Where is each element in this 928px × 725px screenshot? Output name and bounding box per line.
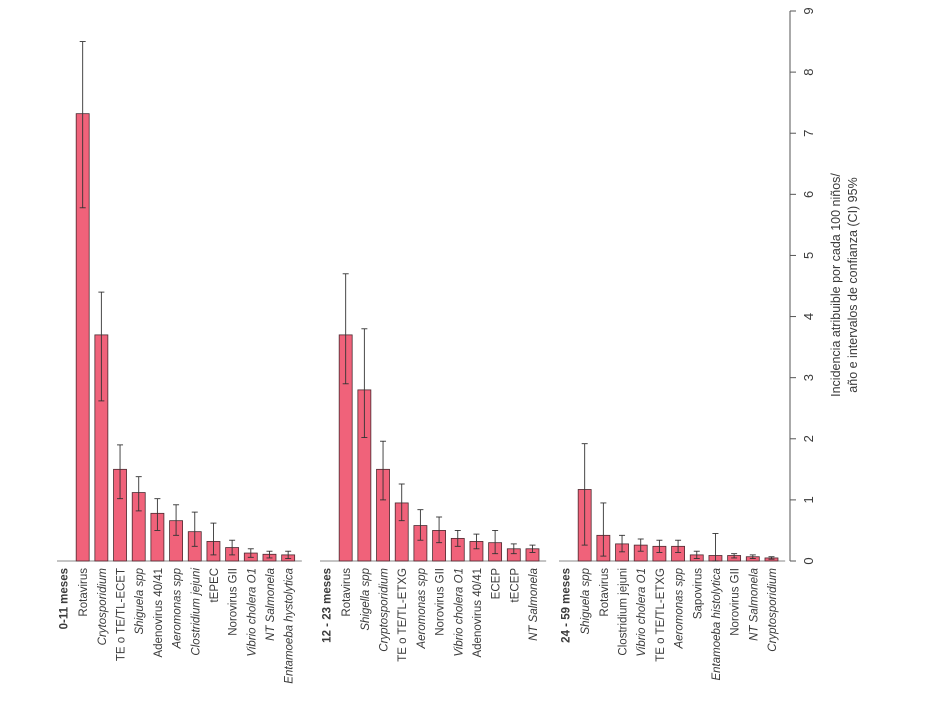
- category-label: Vibrio cholera O1: [246, 568, 258, 657]
- category-label: NT Salmonela: [748, 568, 760, 641]
- category-label: Entamoeba hystolytica: [284, 568, 296, 684]
- y-tick-label: 3: [801, 374, 816, 381]
- category-label: NT Salmonela: [265, 568, 277, 641]
- y-tick-label: 6: [801, 191, 816, 198]
- category-label: Shiguela spp: [134, 567, 146, 634]
- category-label: Rotavirus: [78, 568, 90, 617]
- category-label: NT Salmonela: [528, 568, 540, 641]
- category-label: Vibrio cholera O1: [636, 568, 648, 657]
- error-bars-layer: [79, 41, 775, 562]
- category-label: Clostridium jejuni: [190, 568, 202, 656]
- category-label: Norovirus GII: [730, 568, 742, 636]
- category-label: Rotavirus: [341, 568, 353, 617]
- y-tick-label: 4: [801, 313, 816, 320]
- y-tick-label: 0: [801, 557, 816, 564]
- category-label: TE o TE/TL-ETXG: [397, 568, 409, 662]
- category-label: Rotavirus: [599, 568, 611, 617]
- category-label: Norovirus GII: [228, 568, 240, 636]
- y-axis: 0 1 2 3 4 5 6 7 8 9: [789, 7, 816, 565]
- category-label: Norovirus GII: [435, 568, 447, 636]
- category-label: Shigella spp: [360, 567, 372, 630]
- category-label: ECEP: [491, 568, 503, 600]
- bars-layer: [57, 113, 786, 562]
- category-label: Vibrio cholera O1: [453, 568, 465, 657]
- category-label: Sapovirus: [692, 568, 704, 619]
- y-tick-label: 2: [801, 435, 816, 442]
- group-label: 12 - 23 meses: [322, 568, 334, 643]
- category-label: Cryptosporidium: [379, 568, 391, 652]
- category-label: Aeromonas spp: [172, 567, 184, 649]
- group-label: 0-11 meses: [59, 568, 71, 629]
- category-label: Adenovirus 40/41: [472, 568, 484, 658]
- y-axis-title: Incidencia atribuible por cada 100 niños…: [829, 173, 860, 397]
- category-label: Clostridium jejuni: [618, 568, 630, 656]
- category-label: TE o TE/TL-ECET: [116, 568, 128, 661]
- category-label: tEPEC: [209, 568, 221, 603]
- group-label: 24 - 59 meses: [561, 568, 573, 643]
- y-tick-label: 8: [801, 68, 816, 75]
- category-label: Aeromonas spp: [674, 567, 686, 649]
- category-label: tECEP: [509, 568, 521, 603]
- y-tick-label: 7: [801, 130, 816, 137]
- category-label: Cryptosporidium: [767, 568, 779, 652]
- y-tick-label: 9: [801, 7, 816, 14]
- y-axis-title-line2: año e intervalos de confianza (CI) 95%: [846, 177, 860, 392]
- category-label: Aeromonas spp: [416, 567, 428, 649]
- category-label: Shiguela spp: [580, 567, 592, 634]
- category-label: Adenovirus 40/41: [153, 568, 165, 658]
- category-label: Crytosporidium: [97, 568, 109, 646]
- x-axis-labels: 0-11 meses Rotavirus Crytosporidium TE o TE…: [59, 567, 779, 683]
- category-label: Entamoeba histolytica: [711, 568, 723, 681]
- y-tick-label: 1: [801, 496, 816, 503]
- category-label: TE o TE/TL-ETXG: [655, 568, 667, 662]
- y-tick-label: 5: [801, 252, 816, 259]
- y-axis-title-line1: Incidencia atribuible por cada 100 niños…: [829, 173, 843, 397]
